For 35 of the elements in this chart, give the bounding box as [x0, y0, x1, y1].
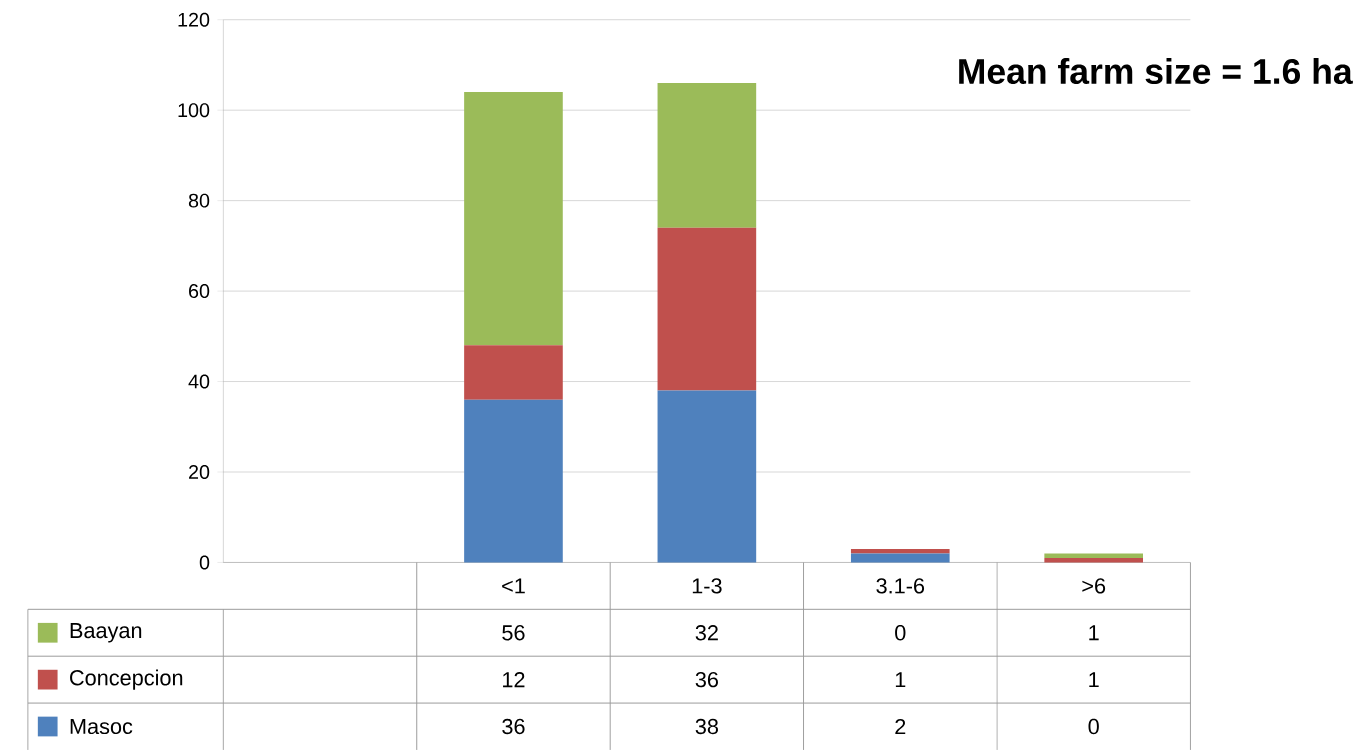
y-tick-label: 20: [189, 464, 210, 479]
data-label: 1: [895, 671, 906, 687]
data-label: 0: [1088, 718, 1099, 734]
x-tick-label: 3.1-6: [876, 577, 925, 594]
data-label: 32: [695, 624, 718, 641]
bar: [850, 553, 950, 563]
legend-label: Concepcion: [70, 669, 183, 690]
data-label: 36: [502, 718, 525, 734]
data-label: 56: [502, 624, 525, 641]
y-tick-label: 60: [189, 283, 210, 298]
y-tick-label: 80: [188, 193, 210, 208]
y-tick-label: 0: [199, 555, 210, 570]
data-label: 38: [695, 718, 718, 734]
y-tick-label: 40: [188, 374, 210, 389]
bar: [1044, 553, 1143, 558]
bar: [657, 227, 757, 391]
bar: [657, 82, 757, 228]
bar: [464, 91, 563, 346]
data-label: 2: [895, 718, 906, 734]
y-tick-label: 100: [178, 102, 210, 117]
y-tick-label: 120: [178, 12, 210, 27]
legend-label: Baayan: [70, 622, 142, 643]
legend-label: Masoc: [70, 718, 133, 734]
data-label: 1: [1089, 671, 1099, 687]
x-tick-label: 1-3: [692, 577, 722, 594]
bar: [464, 345, 563, 400]
x-tick-label: <1: [502, 578, 525, 594]
data-label: 12: [503, 671, 525, 687]
data-label: 0: [895, 624, 906, 641]
annotation: Mean farm size = 1.6 ha: [959, 57, 1353, 84]
data-label: 36: [695, 671, 718, 688]
x-tick-label: >6: [1082, 577, 1106, 594]
bar: [657, 390, 757, 563]
bar: [464, 399, 563, 563]
data-label: 1: [1089, 625, 1099, 641]
